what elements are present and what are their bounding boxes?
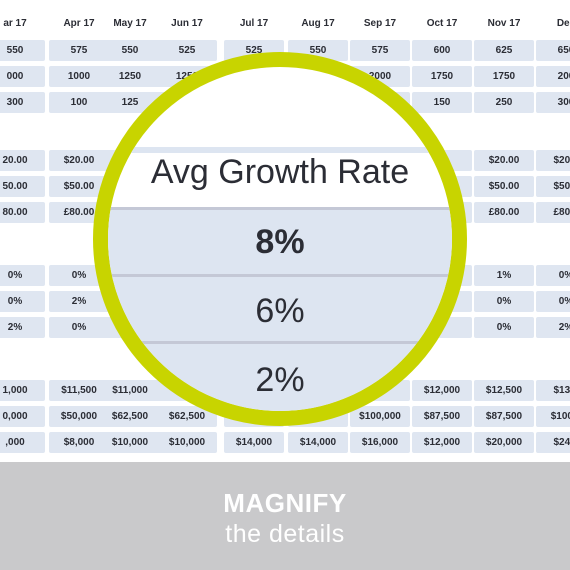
table-cell: ,000 xyxy=(0,432,45,453)
table-cell: $50,000 xyxy=(49,406,109,427)
table-cell: 0% xyxy=(474,317,534,338)
month-header: Sep 17 xyxy=(363,18,397,29)
table-cell: 550 xyxy=(0,40,45,61)
table-cell: 0% xyxy=(474,291,534,312)
table-cell: $13,0 xyxy=(536,380,570,401)
table-cell: 150 xyxy=(412,92,472,113)
table-cell: $14,000 xyxy=(288,432,348,453)
table-cell: $62,500 xyxy=(100,406,160,427)
lens-value-1: 8% xyxy=(255,223,305,261)
table-cell: $87,500 xyxy=(412,406,472,427)
table-cell: $24,0 xyxy=(536,432,570,453)
table-cell: 600 xyxy=(412,40,472,61)
month-header: Aug 17 xyxy=(301,18,335,29)
table-cell: 2% xyxy=(536,317,570,338)
table-cell: 1250 xyxy=(100,66,160,87)
table-cell: 0% xyxy=(49,265,109,286)
table-cell: $10,000 xyxy=(157,432,217,453)
table-cell: $100,0 xyxy=(536,406,570,427)
month-header: Jul 17 xyxy=(239,18,269,29)
table-cell: $50.0 xyxy=(536,176,570,197)
table-cell: 1750 xyxy=(412,66,472,87)
table-cell: 300 xyxy=(0,92,45,113)
table-cell: 650 xyxy=(536,40,570,61)
lens-value-2: 6% xyxy=(255,292,305,330)
table-cell: $8,000 xyxy=(49,432,109,453)
table-cell: £80.0 xyxy=(536,202,570,223)
table-cell: $16,000 xyxy=(350,432,410,453)
month-header: Apr 17 xyxy=(63,18,95,29)
table-cell: 200 xyxy=(536,66,570,87)
table-cell: $20.0 xyxy=(536,150,570,171)
table-cell: $62,500 xyxy=(157,406,217,427)
banner-subtitle: the details xyxy=(225,520,345,548)
table-cell: 0% xyxy=(49,317,109,338)
table-cell: 1% xyxy=(474,265,534,286)
table-cell: 575 xyxy=(350,40,410,61)
table-cell: $20,000 xyxy=(474,432,534,453)
month-header: Oct 17 xyxy=(426,18,458,29)
lens-value-3: 2% xyxy=(255,361,305,399)
table-cell: $100,000 xyxy=(350,406,410,427)
table-cell: 1750 xyxy=(474,66,534,87)
table-cell: 0% xyxy=(536,291,570,312)
table-cell: $50.00 xyxy=(474,176,534,197)
table-cell: 100 xyxy=(49,92,109,113)
table-cell: 000 xyxy=(0,66,45,87)
table-cell: 80.00 xyxy=(0,202,45,223)
table-cell: 50.00 xyxy=(0,176,45,197)
promo-banner: MAGNIFY the details xyxy=(0,462,570,570)
month-header: May 17 xyxy=(113,18,147,29)
table-cell: 0% xyxy=(536,265,570,286)
lens-column-header: Avg Growth Rate xyxy=(150,153,410,191)
table-cell: 1,000 xyxy=(0,380,45,401)
table-cell: $20.00 xyxy=(49,150,109,171)
table-cell: 575 xyxy=(49,40,109,61)
table-cell: 300 xyxy=(536,92,570,113)
month-header: Nov 17 xyxy=(487,18,521,29)
magnifier-lens: Avg Growth Rate 8% 6% 2% xyxy=(93,52,467,426)
table-cell: 1000 xyxy=(49,66,109,87)
table-cell: 525 xyxy=(157,40,217,61)
table-cell: 625 xyxy=(474,40,534,61)
table-cell: 0,000 xyxy=(0,406,45,427)
table-cell: 2% xyxy=(0,317,45,338)
month-header: Dec xyxy=(556,18,570,29)
table-cell: $87,500 xyxy=(474,406,534,427)
table-cell: $12,000 xyxy=(412,432,472,453)
table-cell: $14,000 xyxy=(224,432,284,453)
table-cell: 0% xyxy=(0,265,45,286)
table-cell: 2% xyxy=(49,291,109,312)
table-cell: 20.00 xyxy=(0,150,45,171)
table-cell: $12,500 xyxy=(474,380,534,401)
banner-title: MAGNIFY xyxy=(223,488,347,518)
table-cell: $20.00 xyxy=(474,150,534,171)
table-cell: £80.00 xyxy=(474,202,534,223)
table-cell: $10,000 xyxy=(100,432,160,453)
table-cell: 0% xyxy=(0,291,45,312)
month-header: ar 17 xyxy=(3,18,27,29)
month-header: Jun 17 xyxy=(171,18,203,29)
table-cell: $50.00 xyxy=(49,176,109,197)
table-cell: 250 xyxy=(474,92,534,113)
table-cell: 550 xyxy=(100,40,160,61)
table-cell: $11,500 xyxy=(49,380,109,401)
